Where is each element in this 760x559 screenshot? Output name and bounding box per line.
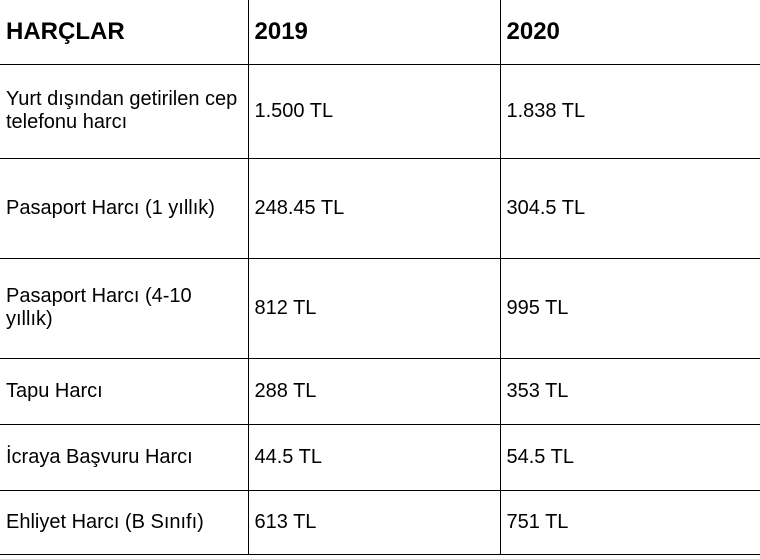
fee-2020: 304.5 TL bbox=[500, 158, 760, 258]
fee-2019: 613 TL bbox=[248, 490, 500, 554]
fee-2020: 353 TL bbox=[500, 358, 760, 424]
fee-2020: 1.838 TL bbox=[500, 64, 760, 158]
fee-name: Pasaport Harcı (4-10 yıllık) bbox=[0, 258, 248, 358]
table-row: Pasaport Harcı (1 yıllık) 248.45 TL 304.… bbox=[0, 158, 760, 258]
fee-name: Tapu Harcı bbox=[0, 358, 248, 424]
table-header-row: HARÇLAR 2019 2020 bbox=[0, 0, 760, 64]
fee-name: Ehliyet Harcı (B Sınıfı) bbox=[0, 490, 248, 554]
col-header-2019: 2019 bbox=[248, 0, 500, 64]
fee-2019: 44.5 TL bbox=[248, 424, 500, 490]
fee-name: Pasaport Harcı (1 yıllık) bbox=[0, 158, 248, 258]
fee-2019: 248.45 TL bbox=[248, 158, 500, 258]
table-row: Pasaport Harcı (4-10 yıllık) 812 TL 995 … bbox=[0, 258, 760, 358]
fee-name: Yurt dışından getirilen cep telefonu har… bbox=[0, 64, 248, 158]
fee-2020: 995 TL bbox=[500, 258, 760, 358]
fee-2020: 54.5 TL bbox=[500, 424, 760, 490]
table-row: Yurt dışından getirilen cep telefonu har… bbox=[0, 64, 760, 158]
col-header-name: HARÇLAR bbox=[0, 0, 248, 64]
fee-2020: 751 TL bbox=[500, 490, 760, 554]
fee-name: İcraya Başvuru Harcı bbox=[0, 424, 248, 490]
table-row: Tapu Harcı 288 TL 353 TL bbox=[0, 358, 760, 424]
fee-2019: 812 TL bbox=[248, 258, 500, 358]
fee-2019: 1.500 TL bbox=[248, 64, 500, 158]
col-header-2020: 2020 bbox=[500, 0, 760, 64]
table-row: Ehliyet Harcı (B Sınıfı) 613 TL 751 TL bbox=[0, 490, 760, 554]
fee-2019: 288 TL bbox=[248, 358, 500, 424]
fees-table: HARÇLAR 2019 2020 Yurt dışından getirile… bbox=[0, 0, 760, 555]
table-row: İcraya Başvuru Harcı 44.5 TL 54.5 TL bbox=[0, 424, 760, 490]
